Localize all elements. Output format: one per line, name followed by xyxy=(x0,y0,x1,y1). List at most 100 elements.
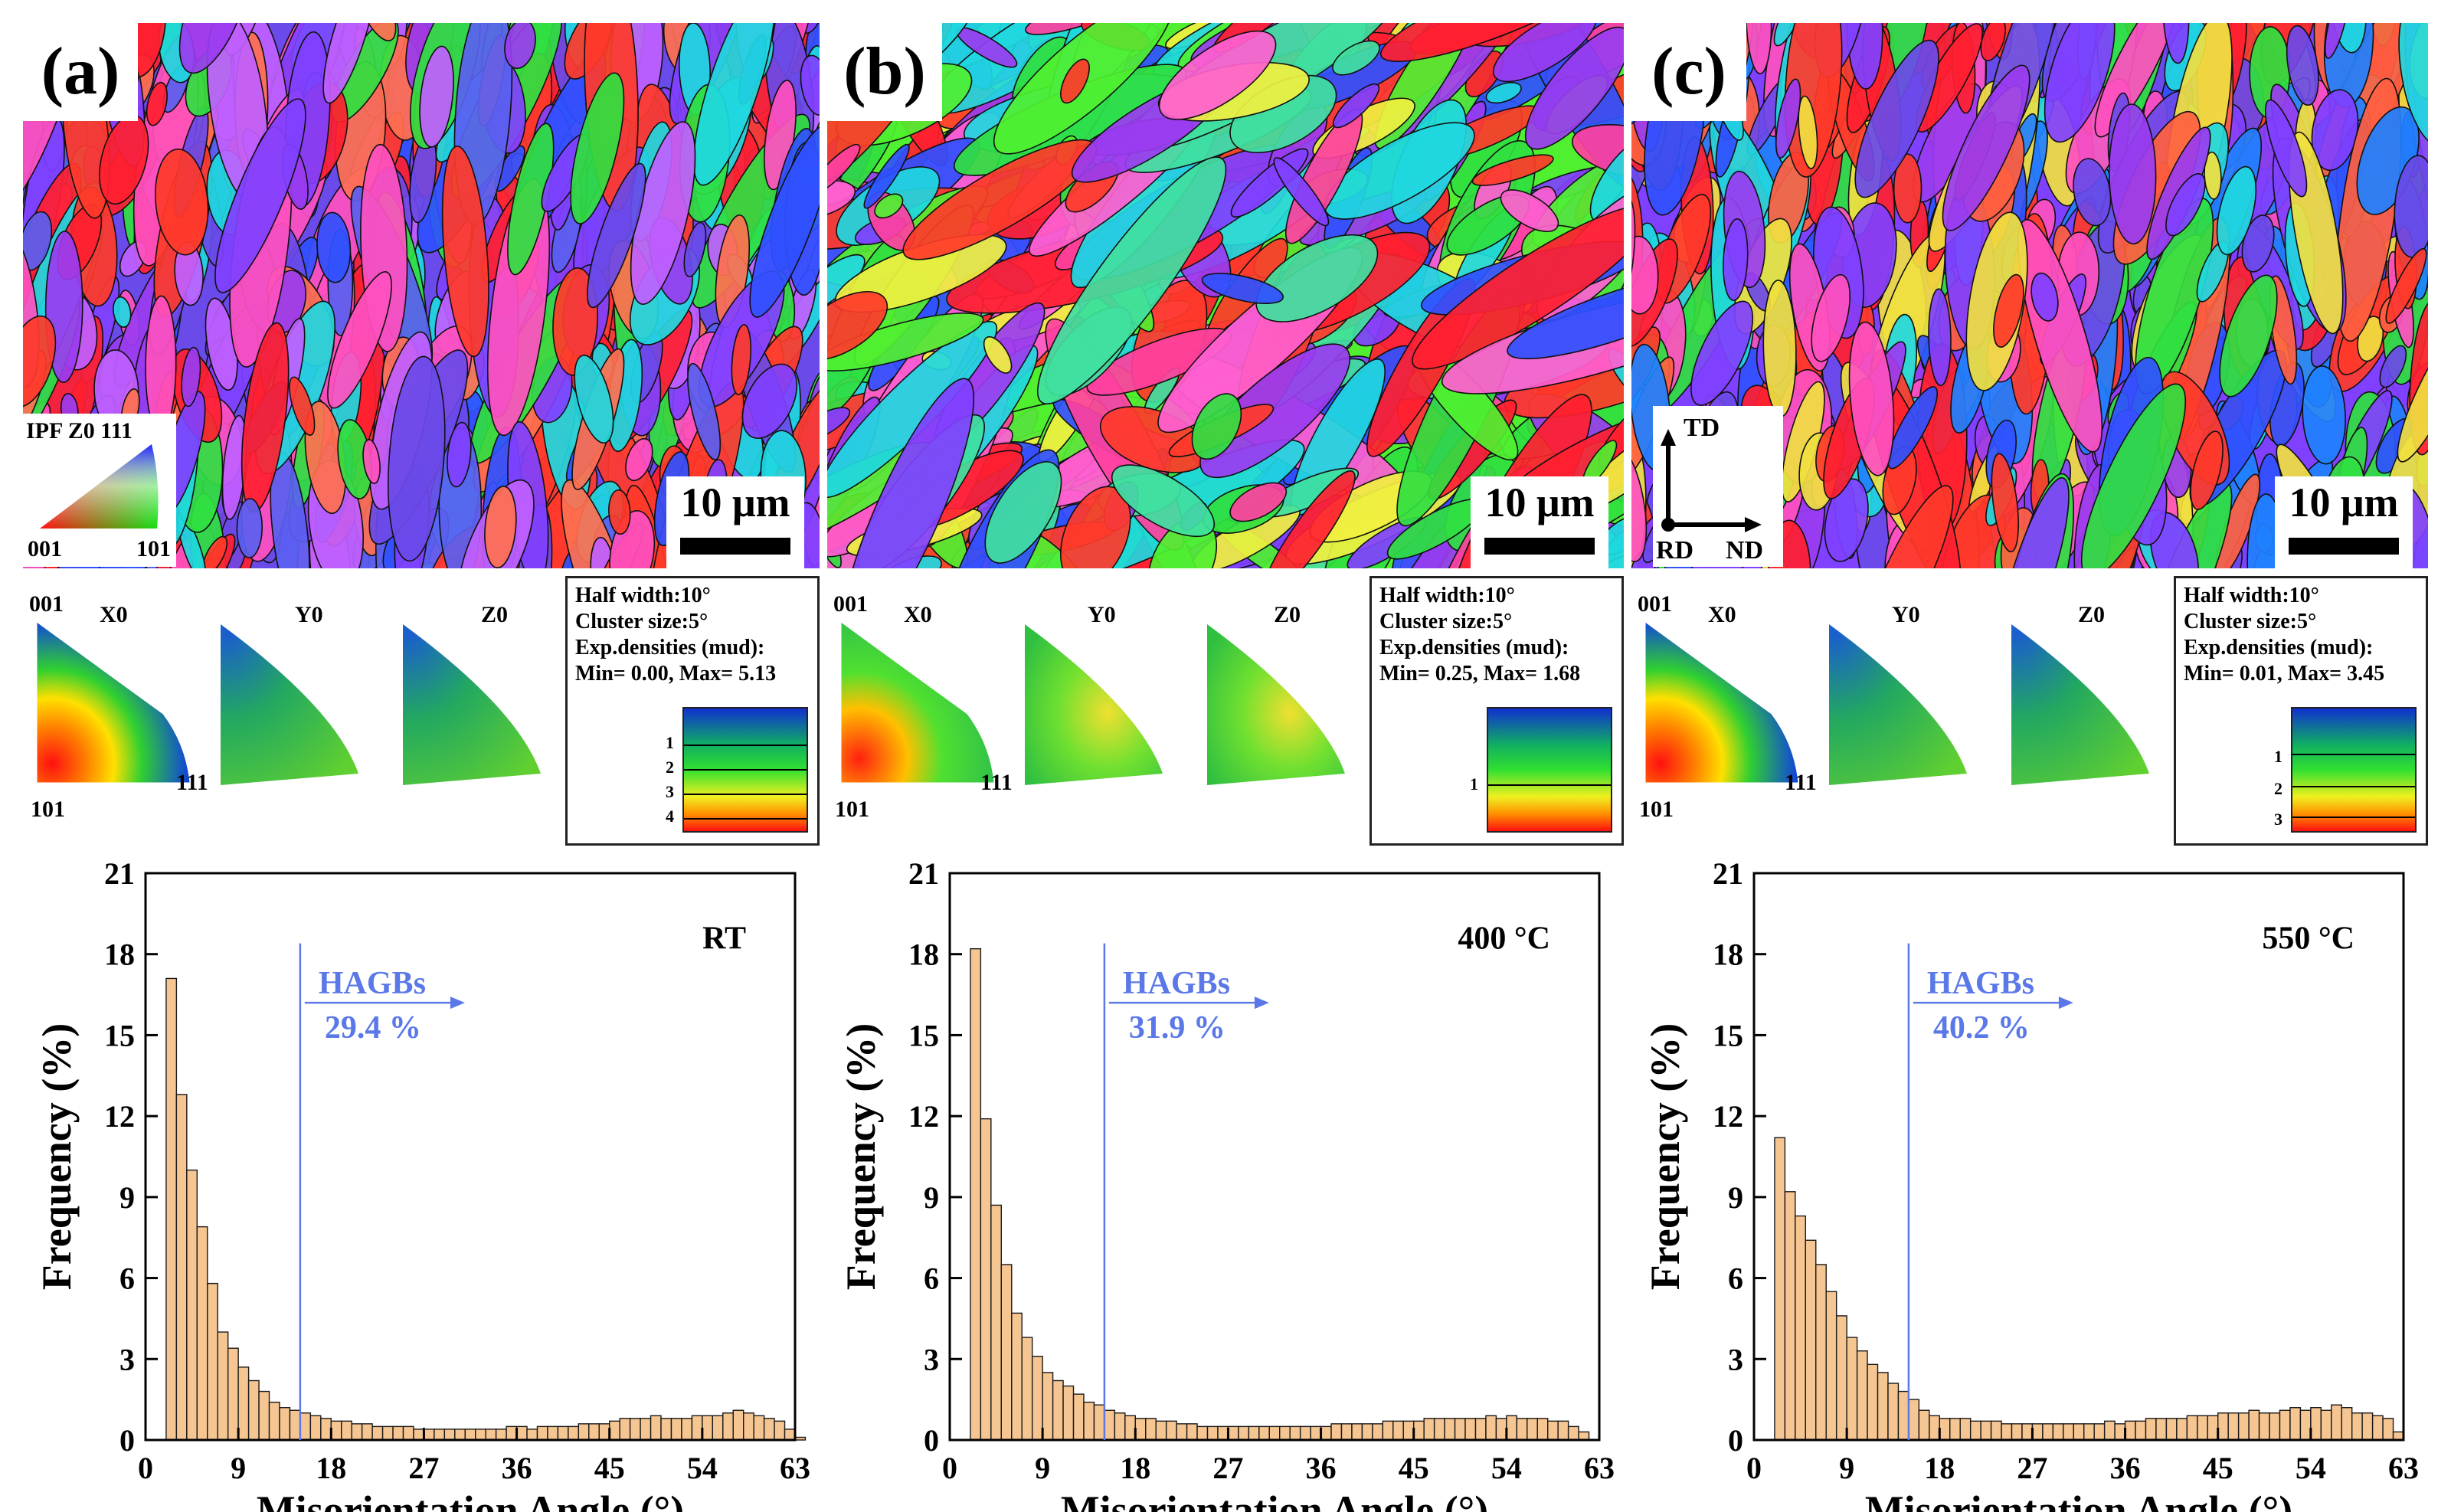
histogram-bar xyxy=(2165,1418,2178,1441)
histogram-bar xyxy=(1887,1383,1900,1441)
pf-a-title-y0: Y0 xyxy=(295,602,323,627)
plot-frame xyxy=(144,872,797,1442)
histogram-bar xyxy=(1104,1409,1116,1441)
pf-b-001: 001 xyxy=(833,591,868,617)
panel-label-c: (c) xyxy=(1631,23,1746,121)
histogram-bar xyxy=(1289,1425,1301,1441)
x-tick-label: 0 xyxy=(1746,1451,1762,1485)
legend-tick: 4 xyxy=(666,807,674,826)
histogram-bar xyxy=(217,1331,229,1441)
histogram-bar xyxy=(1330,1423,1343,1441)
histogram-bar xyxy=(227,1347,239,1441)
y-tick-label: 0 xyxy=(1728,1423,1743,1458)
legend-exp-densities: Exp.densities (mud): xyxy=(1379,636,1569,659)
histogram-bar xyxy=(351,1423,363,1441)
axis-nd-label: ND xyxy=(1726,536,1764,565)
histogram-bar xyxy=(1072,1393,1085,1441)
histogram-bar xyxy=(774,1420,786,1441)
histogram-bar xyxy=(1011,1312,1023,1441)
histogram-bar xyxy=(1217,1425,1229,1441)
histogram-bar xyxy=(1805,1239,1817,1441)
histogram-bar xyxy=(1227,1425,1239,1441)
y-tick-label: 15 xyxy=(908,1018,939,1052)
histogram-bar xyxy=(237,1366,250,1441)
histogram-bar xyxy=(1547,1420,1559,1441)
scale-bar-a: 10 μm xyxy=(666,476,804,568)
histogram-bar xyxy=(361,1423,373,1441)
histogram-bar xyxy=(1464,1418,1477,1441)
hagb-arrowhead xyxy=(450,997,465,1010)
histogram-bar xyxy=(2176,1418,2188,1441)
histogram-bar xyxy=(1042,1372,1054,1441)
y-tick-label: 18 xyxy=(908,938,939,972)
plot-frame xyxy=(1752,872,2405,1442)
histogram-bar xyxy=(2031,1423,2044,1441)
histogram-bar xyxy=(1990,1420,2002,1441)
histogram-bar xyxy=(1949,1418,1961,1441)
histogram-bar xyxy=(670,1418,682,1441)
pf-b-111: 111 xyxy=(980,770,1013,795)
histogram-bar xyxy=(2382,1418,2394,1441)
y-tick-label: 9 xyxy=(1728,1180,1743,1215)
x-tick-label: 63 xyxy=(780,1451,810,1485)
histogram-bar xyxy=(2197,1415,2208,1441)
histogram-bar xyxy=(2331,1404,2342,1441)
histogram-rt: 0 3 6 9 12 15 18 21 0 9 18 27 36 45 54 63 Misorientation… xyxy=(15,850,820,1512)
histogram-bar xyxy=(784,1429,796,1441)
y-tick-label: 9 xyxy=(924,1180,939,1215)
scale-bar-label: 10 μm xyxy=(680,479,790,525)
histogram-bar xyxy=(1382,1420,1394,1441)
hagb-percent: 40.2 % xyxy=(1933,1010,2030,1046)
y-tick-label: 3 xyxy=(1728,1342,1743,1376)
sample-axes-key: TD RD ND xyxy=(1653,406,1783,567)
legend-tick: 2 xyxy=(2274,779,2282,798)
x-axis-label: Misorientation Angle (°) xyxy=(1061,1487,1489,1512)
y-tick-label: 18 xyxy=(104,938,135,972)
histogram-bar xyxy=(1980,1420,1992,1441)
histogram-bar xyxy=(341,1420,352,1441)
histogram-bar xyxy=(629,1418,641,1441)
histogram-bar xyxy=(1506,1415,1518,1441)
histogram-bar xyxy=(732,1409,744,1441)
histogram-bar xyxy=(1536,1418,1549,1441)
histogram-bar xyxy=(1320,1425,1332,1441)
histogram-bar xyxy=(1145,1418,1157,1441)
x-tick-label: 0 xyxy=(138,1451,153,1485)
histogram-bar xyxy=(2227,1412,2240,1441)
histogram-bar xyxy=(2001,1423,2013,1441)
legend-tick: 1 xyxy=(2274,747,2282,766)
histogram-bar xyxy=(2279,1409,2291,1441)
histogram-bar xyxy=(1454,1418,1466,1441)
histogram-bar xyxy=(1000,1264,1013,1441)
legend-tick: 3 xyxy=(666,782,674,801)
histogram-bar xyxy=(2289,1407,2302,1441)
histogram-bar xyxy=(186,1169,198,1441)
histogram-bar xyxy=(2063,1423,2074,1441)
hagb-percent: 29.4 % xyxy=(325,1010,421,1046)
y-tick-label: 6 xyxy=(1728,1262,1743,1296)
histogram-bar xyxy=(1784,1191,1796,1441)
x-tick-label: 63 xyxy=(2388,1451,2419,1485)
histogram-bar xyxy=(1248,1425,1260,1441)
histogram-bar xyxy=(578,1423,590,1441)
y-tick-label: 3 xyxy=(119,1342,135,1376)
histogram-bar xyxy=(2217,1412,2229,1441)
y-tick-label: 21 xyxy=(104,856,135,891)
legend-exp-densities: Exp.densities (mud): xyxy=(575,636,765,659)
histogram-bar xyxy=(2310,1407,2322,1441)
y-tick-label: 15 xyxy=(1713,1018,1743,1052)
histogram-bar xyxy=(1444,1418,1456,1441)
histogram-bar xyxy=(1114,1412,1126,1441)
histogram-bar xyxy=(1527,1418,1538,1441)
histogram-bar xyxy=(702,1415,714,1441)
legend-cluster-size: Cluster size:5° xyxy=(1379,610,1513,633)
x-tick-label: 45 xyxy=(2203,1451,2233,1485)
y-tick-label: 18 xyxy=(1713,938,1743,972)
histogram-bar xyxy=(423,1429,435,1441)
scale-bar-label: 10 μm xyxy=(2289,479,2399,525)
histogram-bar xyxy=(1052,1379,1064,1441)
histogram-bar xyxy=(495,1429,507,1441)
x-tick-label: 45 xyxy=(1399,1451,1429,1485)
y-tick-label: 6 xyxy=(119,1262,135,1296)
hagb-label: HAGBs xyxy=(1123,966,1230,1001)
